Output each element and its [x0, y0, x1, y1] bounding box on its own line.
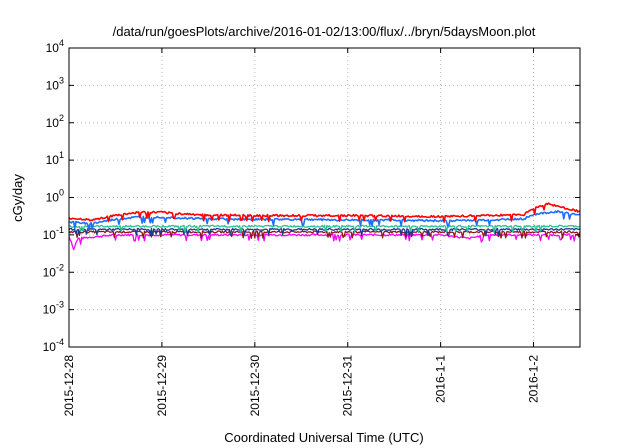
- x-axis: 2015-12-28 2015-12-29 2015-12-30 2015-12-31…: [62, 48, 541, 416]
- y-tick-base: 10: [43, 228, 57, 242]
- y-tick-base: 10: [46, 191, 60, 205]
- y-tick-base: 10: [46, 78, 60, 92]
- series-line-0: [68, 233, 581, 251]
- y-tick-exponent: -3: [56, 300, 64, 310]
- y-tick-base: 10: [46, 116, 60, 130]
- y-tick-exponent: 0: [59, 188, 64, 198]
- x-tick-label: 2015-12-30: [248, 355, 262, 417]
- y-tick-base: 10: [46, 41, 60, 55]
- y-tick-exponent: -2: [56, 262, 64, 272]
- series-line-3: [68, 224, 581, 234]
- y-tick-base: 10: [46, 153, 60, 167]
- y-tick-label: 100: [46, 188, 64, 205]
- y-tick-exponent: 2: [59, 113, 64, 123]
- chart-title: /data/run/goesPlots/archive/2016-01-02/1…: [113, 24, 536, 39]
- y-tick-exponent: 1: [59, 150, 64, 160]
- y-tick-exponent: -1: [56, 225, 64, 235]
- x-tick-label: 2015-12-28: [62, 355, 76, 417]
- y-tick-base: 10: [43, 265, 57, 279]
- y-tick-label: 102: [46, 113, 64, 130]
- x-tick-label: 2015-12-29: [155, 355, 169, 417]
- y-tick-label: 10-3: [43, 300, 64, 317]
- x-axis-label: Coordinated Universal Time (UTC): [224, 430, 423, 445]
- y-tick-label: 104: [46, 38, 64, 55]
- x-tick-label: 2016-1-1: [434, 355, 448, 403]
- y-tick-base: 10: [43, 303, 57, 317]
- series-group: [68, 202, 581, 251]
- y-tick-exponent: -4: [56, 337, 64, 347]
- x-tick-label: 2015-12-31: [341, 355, 355, 417]
- y-tick-label: 10-1: [43, 225, 64, 242]
- y-tick-label: 101: [46, 150, 64, 167]
- y-tick-label: 10-2: [43, 262, 64, 279]
- x-tick-label: 2016-1-2: [527, 355, 541, 403]
- y-tick-label: 103: [46, 75, 64, 92]
- y-tick-exponent: 3: [59, 75, 64, 85]
- series-line-4: [68, 210, 581, 230]
- series-line-5: [68, 202, 581, 223]
- grid: [69, 48, 580, 347]
- y-tick-base: 10: [43, 340, 57, 354]
- y-tick-exponent: 4: [59, 38, 64, 48]
- y-tick-label: 10-4: [43, 337, 64, 354]
- series-line-2: [68, 227, 581, 237]
- y-axis-label: cGy/day: [10, 174, 25, 222]
